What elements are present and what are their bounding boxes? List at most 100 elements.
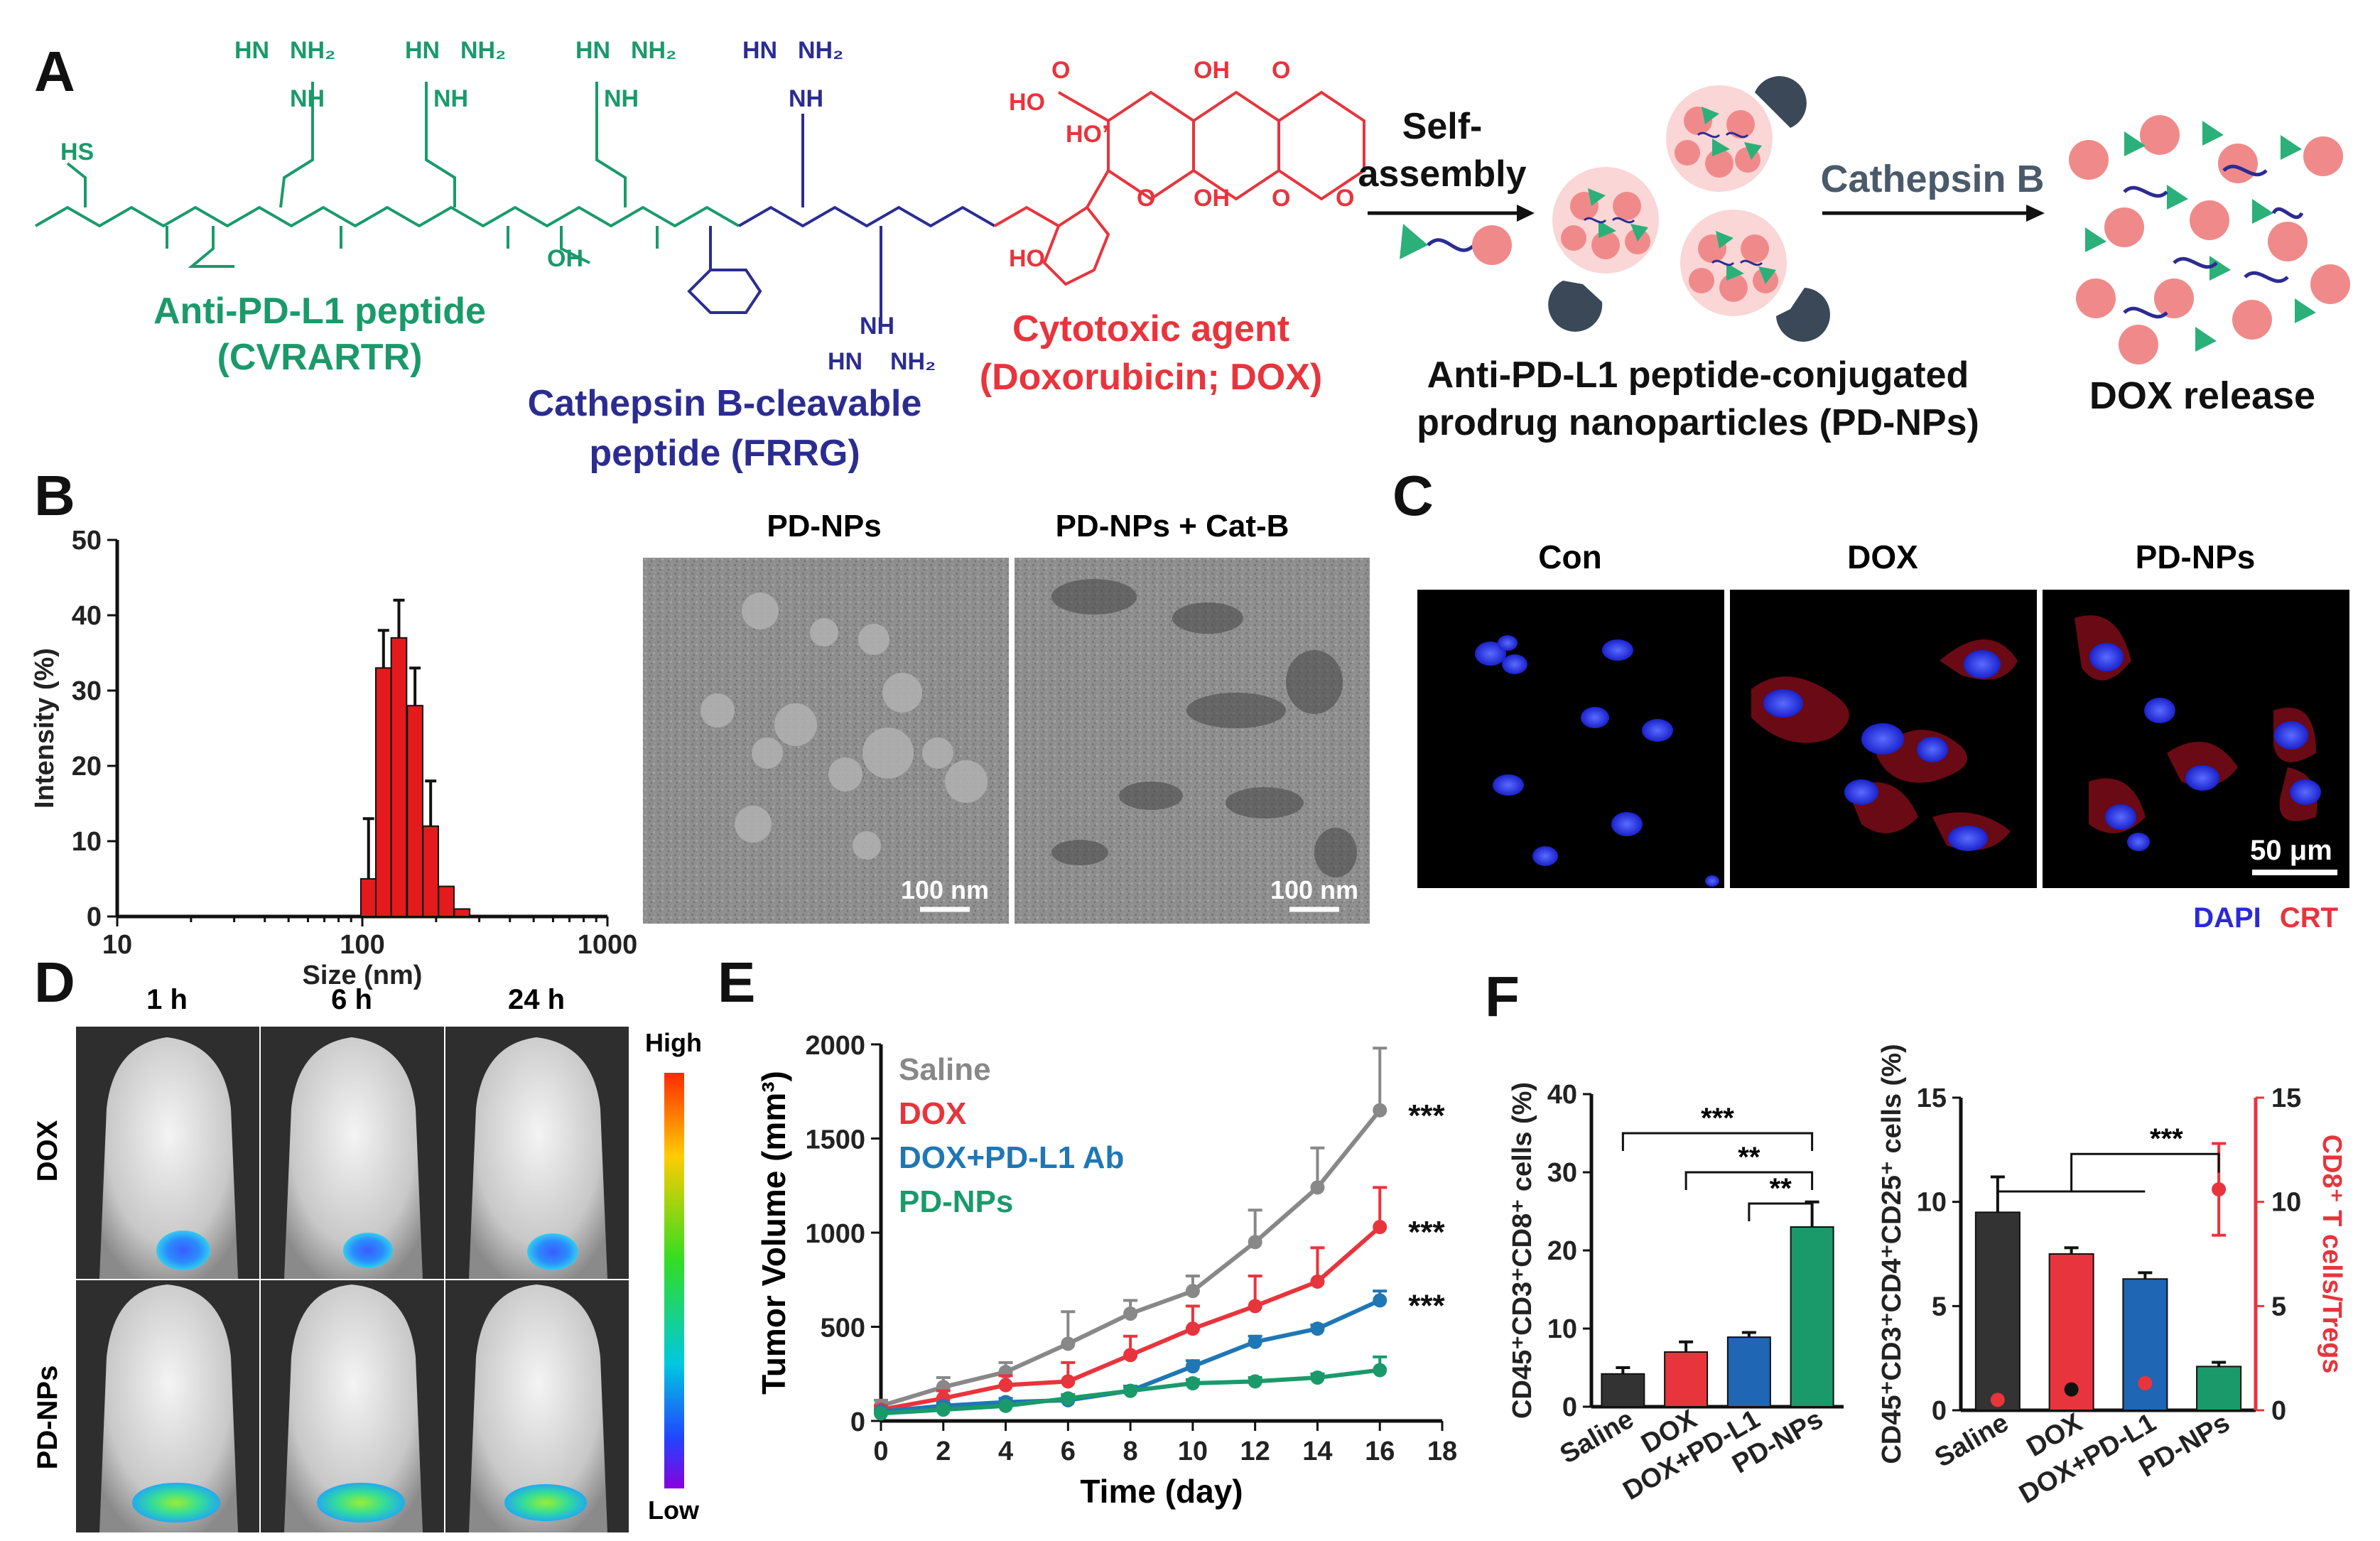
- ratio-point: [2064, 1382, 2079, 1397]
- data-point: [1185, 1376, 1200, 1390]
- antibody-icon-3: [1776, 288, 1830, 342]
- dox-release-scatter: [2069, 115, 2350, 364]
- y-axis-label: Intensity (%): [30, 648, 60, 809]
- x-tick-label: 16: [1365, 1437, 1395, 1466]
- significance-bracket: [2070, 1152, 2220, 1191]
- legend-entry: DOX: [899, 1096, 966, 1131]
- atom-nh-4: NH: [789, 85, 823, 112]
- panel-a: A HN NH₂ NH HN NH₂ NH HN NH₂ NH HS OH: [34, 37, 2350, 474]
- release-label: DOX release: [2089, 374, 2315, 417]
- y-tick-label: 10: [1547, 1314, 1577, 1344]
- y-tick-label: 0: [87, 902, 102, 932]
- atom-hn-3: HN: [575, 37, 610, 64]
- atom-ho-2: HO’: [1066, 121, 1108, 148]
- y-axis-label: Tumor Volume (mm³): [755, 1071, 792, 1395]
- data-point: [1373, 1220, 1388, 1235]
- signal-dox-1h: [156, 1231, 210, 1270]
- y-tick-label: 5: [1932, 1292, 1947, 1321]
- y-tick-label: 2000: [805, 1031, 865, 1061]
- atom-nh2-5: NH₂: [890, 348, 936, 375]
- y2-tick-label: 15: [2271, 1083, 2301, 1113]
- x-tick-label: 10: [1178, 1437, 1208, 1466]
- atom-nh-1: NH: [290, 85, 325, 112]
- colorbar: [664, 1073, 684, 1488]
- x-tick-label: 2: [936, 1437, 951, 1466]
- y2-tick-label: 10: [2271, 1188, 2301, 1218]
- y2-tick-label: 5: [2271, 1292, 2286, 1321]
- y-tick-label: 20: [72, 752, 102, 782]
- y-tick-label: 1500: [805, 1125, 865, 1155]
- panel-label-e: E: [718, 951, 755, 1014]
- x-tick-label: 14: [1302, 1437, 1332, 1466]
- tumor-volume-chart: 0 500 1000 1500 2000 0 2 4 6 8 10 12 14 16 18 Saline DOX…: [755, 1031, 1457, 1510]
- significance-bracket: [1621, 1132, 1814, 1151]
- monomer-dox-icon: [1472, 225, 1512, 265]
- significance-marker: **: [1770, 1173, 1792, 1204]
- atom-o-4: O: [1137, 185, 1155, 212]
- atom-hn-4: HN: [742, 37, 777, 64]
- peptide-label-1: Anti-PD-L1 peptide: [153, 291, 486, 332]
- data-point: [1185, 1284, 1200, 1299]
- signal-dox-6h: [343, 1233, 393, 1268]
- atom-nh-3: NH: [604, 85, 639, 112]
- bar-saline: [1974, 1211, 2021, 1412]
- significance-marker: **: [1738, 1142, 1760, 1173]
- legend-entry: PD-NPs: [899, 1184, 1013, 1219]
- y-tick-label: 0: [1562, 1393, 1577, 1422]
- atom-nh2-3: NH₂: [631, 37, 676, 64]
- panel-label-a: A: [34, 40, 75, 103]
- data-point: [1373, 1103, 1388, 1118]
- tem-scale-1: 100 nm: [901, 875, 989, 904]
- peptide-label-2: (CVRARTR): [217, 337, 423, 378]
- nanoparticle-label-2: prodrug nanoparticles (PD-NPs): [1417, 402, 1979, 443]
- cd8-bar-chart: 010203040SalineDOXDOX+PD-L1PD-NPs*******…: [1508, 1080, 1844, 1506]
- ratio-point: [2138, 1375, 2153, 1390]
- data-point: [1310, 1321, 1325, 1336]
- y-tick-label: 20: [1547, 1236, 1577, 1266]
- tem-title-1: PD-NPs: [767, 509, 881, 544]
- time-24h: 24 h: [508, 984, 565, 1015]
- x-tick-label: 100: [340, 930, 384, 960]
- bar-dox-pd-l1: [1726, 1336, 1771, 1407]
- size-bar: [438, 885, 455, 917]
- x-tick-label: 12: [1240, 1437, 1270, 1466]
- data-point: [1061, 1374, 1076, 1389]
- confocal-scale: 50 μm: [2250, 835, 2332, 866]
- data-point: [1310, 1274, 1325, 1289]
- data-point: [1373, 1363, 1388, 1378]
- significance-marker: ***: [1408, 1098, 1445, 1133]
- panel-f: F 010203040SalineDOXDOX+PD-L1PD-NPs*****…: [1485, 965, 2347, 1510]
- x-tick-label: 6: [1061, 1437, 1076, 1466]
- confocal-title-con: Con: [1538, 539, 1601, 575]
- y-tick-label: 10: [72, 827, 102, 857]
- significance-marker: ***: [1701, 1103, 1734, 1134]
- dox-skeleton: [993, 205, 1110, 286]
- arrow-head-1: [1517, 205, 1535, 222]
- data-point: [1123, 1306, 1138, 1321]
- signal-pdnps-24h: [504, 1484, 587, 1521]
- atom-nh-5: NH: [860, 313, 894, 340]
- signal-pdnps-1h: [132, 1483, 220, 1523]
- monomer-linker-icon: [1427, 238, 1476, 252]
- series-dox: [874, 1186, 1388, 1417]
- data-point: [1248, 1374, 1262, 1389]
- y-tick-label: 0: [850, 1407, 865, 1437]
- size-bar: [359, 878, 377, 917]
- y-axis-label: CD45⁺CD3⁺CD4⁺CD25⁺ cells (%): [1877, 1044, 1907, 1464]
- bar-dox-pd-l1: [2122, 1278, 2168, 1411]
- y2-tick-label: 0: [2271, 1396, 2286, 1426]
- drug-label-2: (Doxorubicin; DOX): [980, 357, 1322, 398]
- atom-oh: OH: [547, 245, 583, 272]
- panel-label-b: B: [34, 464, 75, 527]
- tem-title-2: PD-NPs + Cat-B: [1056, 509, 1289, 544]
- panel-label-c: C: [1392, 464, 1434, 527]
- atom-nh2-2: NH₂: [460, 37, 506, 64]
- y-tick-label: 30: [1547, 1158, 1577, 1188]
- significance-bracket: [1684, 1171, 1814, 1190]
- legend-crt: CRT: [2280, 902, 2338, 934]
- size-bar: [374, 667, 392, 917]
